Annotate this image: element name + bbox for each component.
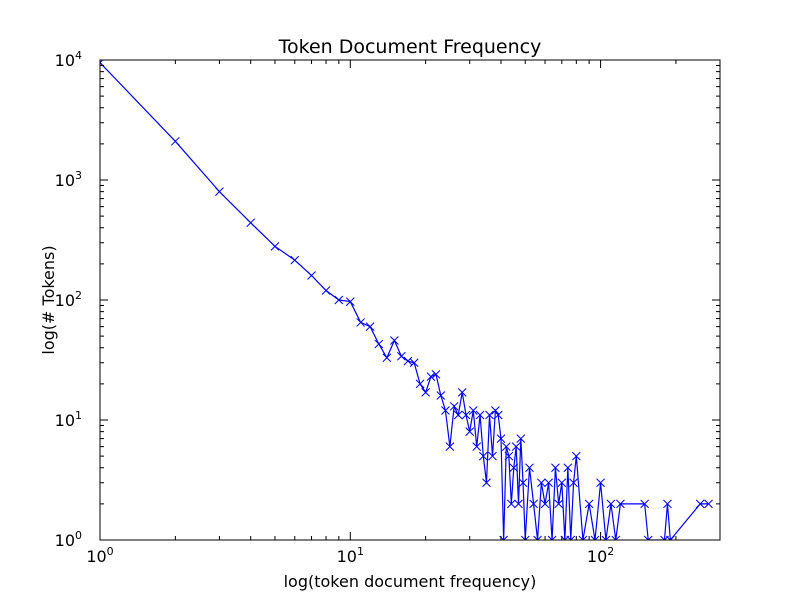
y-axis-label: log(# Tokens) [39, 245, 58, 354]
x-tick-label: 100 [86, 545, 113, 566]
data-point [345, 297, 355, 306]
data-point [449, 401, 459, 411]
data-point [529, 499, 538, 509]
data-point [246, 218, 256, 228]
data-point [421, 387, 430, 397]
data-point [461, 410, 471, 420]
data-point [409, 358, 419, 368]
data-point [525, 463, 534, 473]
data-point [518, 478, 528, 488]
data-point [665, 535, 675, 540]
x-axis-label: log(token document frequency) [284, 572, 537, 591]
data-point [504, 451, 514, 461]
data-point [307, 271, 316, 280]
plot-frame [99, 59, 721, 541]
data-point [468, 406, 478, 415]
data-point [356, 318, 366, 327]
data-point [663, 499, 672, 509]
data-point [640, 499, 650, 509]
y-axis-ticks: 100 101 102 103 104 [55, 49, 720, 550]
data-point [496, 434, 506, 443]
data-point [426, 372, 436, 381]
data-point [441, 406, 450, 415]
y-tick-label: 101 [55, 409, 82, 430]
plot-area [100, 60, 713, 540]
data-point [506, 499, 516, 509]
data-point [491, 406, 500, 415]
y-tick-label: 103 [55, 169, 82, 190]
data-point [514, 499, 523, 509]
data-point [611, 535, 621, 540]
data-point [590, 535, 600, 540]
data-point [431, 370, 441, 379]
data-point [578, 535, 588, 540]
data-point [509, 463, 519, 473]
data-point [485, 410, 494, 420]
series-line [100, 62, 709, 540]
data-point [457, 387, 467, 397]
data-point [488, 451, 497, 461]
data-point [551, 463, 560, 473]
data-point [596, 478, 605, 488]
data-point [571, 451, 581, 461]
data-point [290, 255, 300, 265]
data-point [475, 410, 485, 420]
data-point [270, 241, 280, 251]
y-tick-label: 102 [55, 289, 82, 310]
data-point [374, 339, 384, 349]
data-point [215, 187, 224, 196]
data-point [704, 499, 713, 509]
data-point [445, 442, 455, 451]
data-point [606, 499, 616, 509]
data-point [465, 427, 475, 436]
data-point [516, 434, 526, 443]
data-point [511, 442, 521, 451]
data-point [566, 535, 576, 540]
data-point [584, 499, 594, 509]
data-point [616, 499, 625, 509]
data-point [493, 410, 503, 420]
x-tick-label: 101 [337, 545, 364, 566]
data-point [601, 535, 611, 540]
data-point [170, 136, 180, 146]
data-point [365, 322, 375, 331]
data-point [695, 499, 705, 509]
data-point [472, 442, 482, 451]
x-tick-label: 102 [587, 545, 614, 566]
data-point [520, 535, 530, 540]
data-point [544, 478, 553, 488]
data-point [382, 353, 392, 363]
data-point [482, 478, 491, 488]
data-point [478, 451, 488, 461]
data-point [563, 463, 573, 473]
x-axis-ticks: 100 101 102 [86, 60, 721, 566]
data-point [569, 478, 578, 488]
data-point [397, 351, 406, 361]
data-point [540, 499, 550, 509]
data-point [501, 442, 511, 451]
data-point [403, 356, 413, 366]
data-point [390, 336, 399, 345]
y-tick-label: 100 [55, 529, 82, 550]
data-point [436, 391, 446, 400]
data-point [554, 499, 564, 509]
data-point [533, 535, 542, 540]
data-point [643, 535, 653, 540]
data-point [547, 535, 557, 540]
data-point [537, 478, 546, 488]
y-tick-label: 104 [55, 49, 82, 70]
data-point [321, 286, 331, 295]
chart-title: Token Document Frequency [278, 36, 542, 58]
data-point [557, 478, 567, 488]
data-point [415, 379, 425, 389]
data-point [453, 410, 463, 420]
data-point [334, 295, 344, 305]
